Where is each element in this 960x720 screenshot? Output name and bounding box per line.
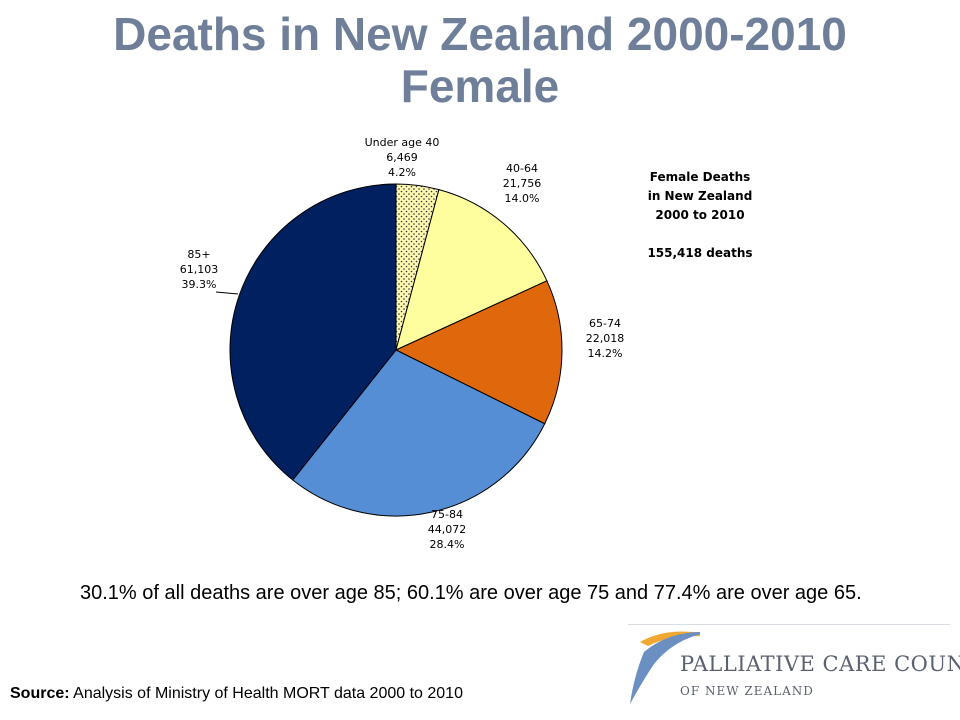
info-line-1: Female Deaths [649,170,751,184]
page-title: Deaths in New Zealand 2000-2010 Female [0,8,960,112]
logo-divider [628,624,950,625]
chart-info-box: Female Deaths in New Zealand 2000 to 201… [620,168,780,263]
leader-line-85-plus [215,291,239,295]
label-75-84: 75-84 44,072 28.4% [428,508,467,551]
slice-65-74 [394,280,563,425]
palliative-care-council-logo: PALLIATIVE CARE COUNCIL OF NEW ZEALAND [620,620,960,710]
info-line-3: 2000 to 2010 [655,208,745,222]
label-85-plus: 85+ 61,103 39.3% [180,248,219,291]
info-line-2: in New Zealand [647,189,753,203]
source-citation: Source: Analysis of Ministry of Health M… [10,685,463,703]
label-under-40: Under age 40 6,469 4.2% [365,136,440,179]
logo-sub-text: OF NEW ZEALAND [680,684,814,698]
slice-85-plus [229,183,397,481]
title-line-2: Female [400,60,560,112]
source-prefix: Source: [10,685,70,702]
summary-note: 30.1% of all deaths are over age 85; 60.… [80,582,862,604]
total-deaths: 155,418 deaths [647,246,753,260]
label-40-64: 40-64 21,756 14.0% [503,162,542,205]
source-text: Analysis of Ministry of Health MORT data… [69,685,463,702]
pie-chart: Under age 40 6,469 4.2% 40-64 21,756 14.0% 65-… [180,136,625,551]
label-65-74: 65-74 22,018 14.2% [586,317,625,360]
title-line-1: Deaths in New Zealand 2000-2010 [113,8,847,60]
slice-75-84 [292,349,546,517]
logo-swoosh-icon [630,631,700,704]
logo-main-text: PALLIATIVE CARE COUNCIL [680,652,960,676]
slice-40-64 [395,189,548,351]
